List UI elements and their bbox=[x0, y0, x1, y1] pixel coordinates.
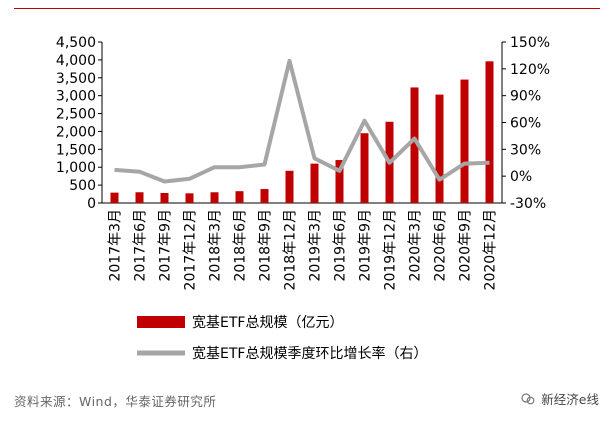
x-tick-label: 2020年12月 bbox=[483, 209, 499, 290]
legend-bar-swatch bbox=[137, 316, 185, 328]
left-tick-label: 3,500 bbox=[56, 71, 96, 87]
watermark: 新经济e线 bbox=[521, 389, 599, 408]
left-tick-label: 4,500 bbox=[56, 35, 96, 51]
x-tick-label: 2017年3月 bbox=[108, 209, 124, 282]
right-tick-label: 150% bbox=[510, 35, 550, 51]
watermark-text: 新经济e线 bbox=[541, 392, 599, 407]
x-tick-label: 2018年12月 bbox=[283, 209, 299, 290]
bar bbox=[110, 192, 119, 203]
x-tick-label: 2019年9月 bbox=[358, 209, 374, 282]
right-tick-label: 90% bbox=[510, 89, 541, 105]
bar bbox=[435, 94, 444, 203]
bar bbox=[135, 192, 144, 203]
x-tick-label: 2020年6月 bbox=[433, 209, 449, 282]
bar bbox=[260, 189, 269, 203]
growth-line bbox=[114, 58, 490, 184]
source-note: 资料来源：Wind，华泰证券研究所 bbox=[14, 394, 217, 409]
x-tick-label: 2020年3月 bbox=[408, 209, 424, 282]
left-tick-label: 1,000 bbox=[56, 160, 96, 176]
x-tick-label: 2017年6月 bbox=[133, 209, 149, 282]
right-tick-label: 60% bbox=[510, 116, 541, 132]
left-tick-label: 0 bbox=[87, 196, 96, 212]
bar bbox=[410, 87, 419, 203]
x-tick-label: 2019年6月 bbox=[333, 209, 349, 282]
bar bbox=[460, 79, 469, 203]
legend-line-label: 宽基ETF总规模季度环比增长率（右） bbox=[192, 345, 427, 362]
left-tick-label: 1,500 bbox=[56, 142, 96, 158]
right-tick-label: 30% bbox=[510, 142, 541, 158]
bar bbox=[310, 163, 319, 203]
legend-bar-label: 宽基ETF总规模（亿元） bbox=[192, 314, 343, 331]
x-tick-label: 2019年12月 bbox=[383, 209, 399, 290]
top-rule bbox=[14, 8, 600, 9]
bar bbox=[485, 61, 494, 203]
left-tick-label: 2,500 bbox=[56, 107, 96, 123]
bar bbox=[210, 192, 219, 203]
x-tick-label: 2020年9月 bbox=[458, 209, 474, 282]
right-tick-label: 120% bbox=[510, 62, 550, 78]
left-tick-label: 500 bbox=[69, 178, 96, 194]
bar bbox=[285, 170, 294, 203]
left-tick-label: 2,000 bbox=[56, 124, 96, 140]
x-tick-label: 2017年9月 bbox=[158, 209, 174, 282]
bar bbox=[160, 192, 169, 203]
x-tick-label: 2018年6月 bbox=[233, 209, 249, 282]
x-tick-label: 2018年3月 bbox=[208, 209, 224, 282]
right-tick-label: 0% bbox=[510, 169, 532, 185]
left-tick-label: 3,000 bbox=[56, 89, 96, 105]
bar bbox=[335, 160, 344, 203]
bar bbox=[235, 191, 244, 203]
x-tick-label: 2018年9月 bbox=[258, 209, 274, 282]
x-tick-label: 2019年3月 bbox=[308, 209, 324, 282]
x-tick-label: 2017年12月 bbox=[183, 209, 199, 290]
wechat-icon bbox=[521, 392, 535, 404]
left-tick-label: 4,000 bbox=[56, 53, 96, 69]
bar bbox=[360, 133, 369, 203]
bar bbox=[185, 193, 194, 203]
right-tick-label: -30% bbox=[510, 196, 546, 212]
